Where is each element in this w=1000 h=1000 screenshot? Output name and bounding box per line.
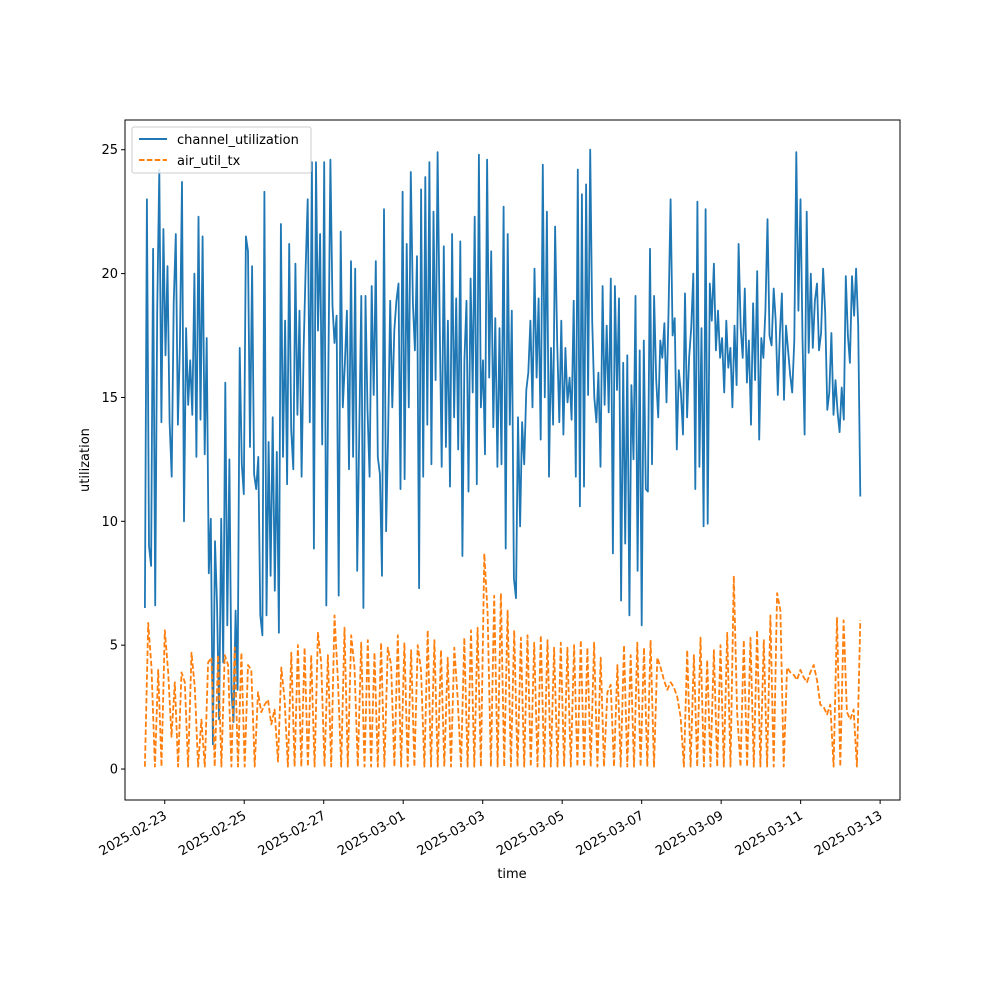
y-tick-label: 20 <box>101 267 118 282</box>
x-axis: 2025-02-23 2025-02-25 2025-02-27 2025-03-01… <box>97 800 885 859</box>
y-tick-label: 15 <box>101 391 118 406</box>
y-tick-label: 25 <box>101 143 118 158</box>
x-tick-label: 2025-03-03 <box>415 808 488 859</box>
x-tick-label: 2025-03-05 <box>494 808 567 859</box>
y-axis-label: utilization <box>78 428 93 492</box>
legend-label-air_util_tx: air_util_tx <box>177 154 241 169</box>
plot-frame <box>124 119 901 801</box>
x-tick-label: 2025-03-11 <box>733 808 806 859</box>
series-line-air_util_tx <box>144 552 862 768</box>
y-tick-label: 5 <box>110 639 118 654</box>
series-layer <box>144 148 862 768</box>
y-axis: 0 5 10 15 20 25 <box>101 143 125 778</box>
x-tick-label: 2025-02-23 <box>97 808 170 859</box>
x-tick-label: 2025-03-01 <box>335 808 408 859</box>
x-tick-label: 2025-02-27 <box>256 808 329 859</box>
legend-box <box>131 126 312 174</box>
y-tick-label: 10 <box>101 515 118 530</box>
x-tick-label: 2025-02-25 <box>176 808 249 859</box>
y-tick-label: 0 <box>110 763 118 778</box>
legend-label-channel_utilization: channel_utilization <box>177 133 299 148</box>
x-tick-label: 2025-03-09 <box>653 808 726 859</box>
x-tick-label: 2025-03-13 <box>812 808 885 859</box>
x-axis-label: time <box>497 867 526 882</box>
x-tick-label: 2025-03-07 <box>574 808 647 859</box>
legend: channel_utilization air_util_tx <box>131 126 312 174</box>
series-line-channel_utilization <box>144 148 862 746</box>
